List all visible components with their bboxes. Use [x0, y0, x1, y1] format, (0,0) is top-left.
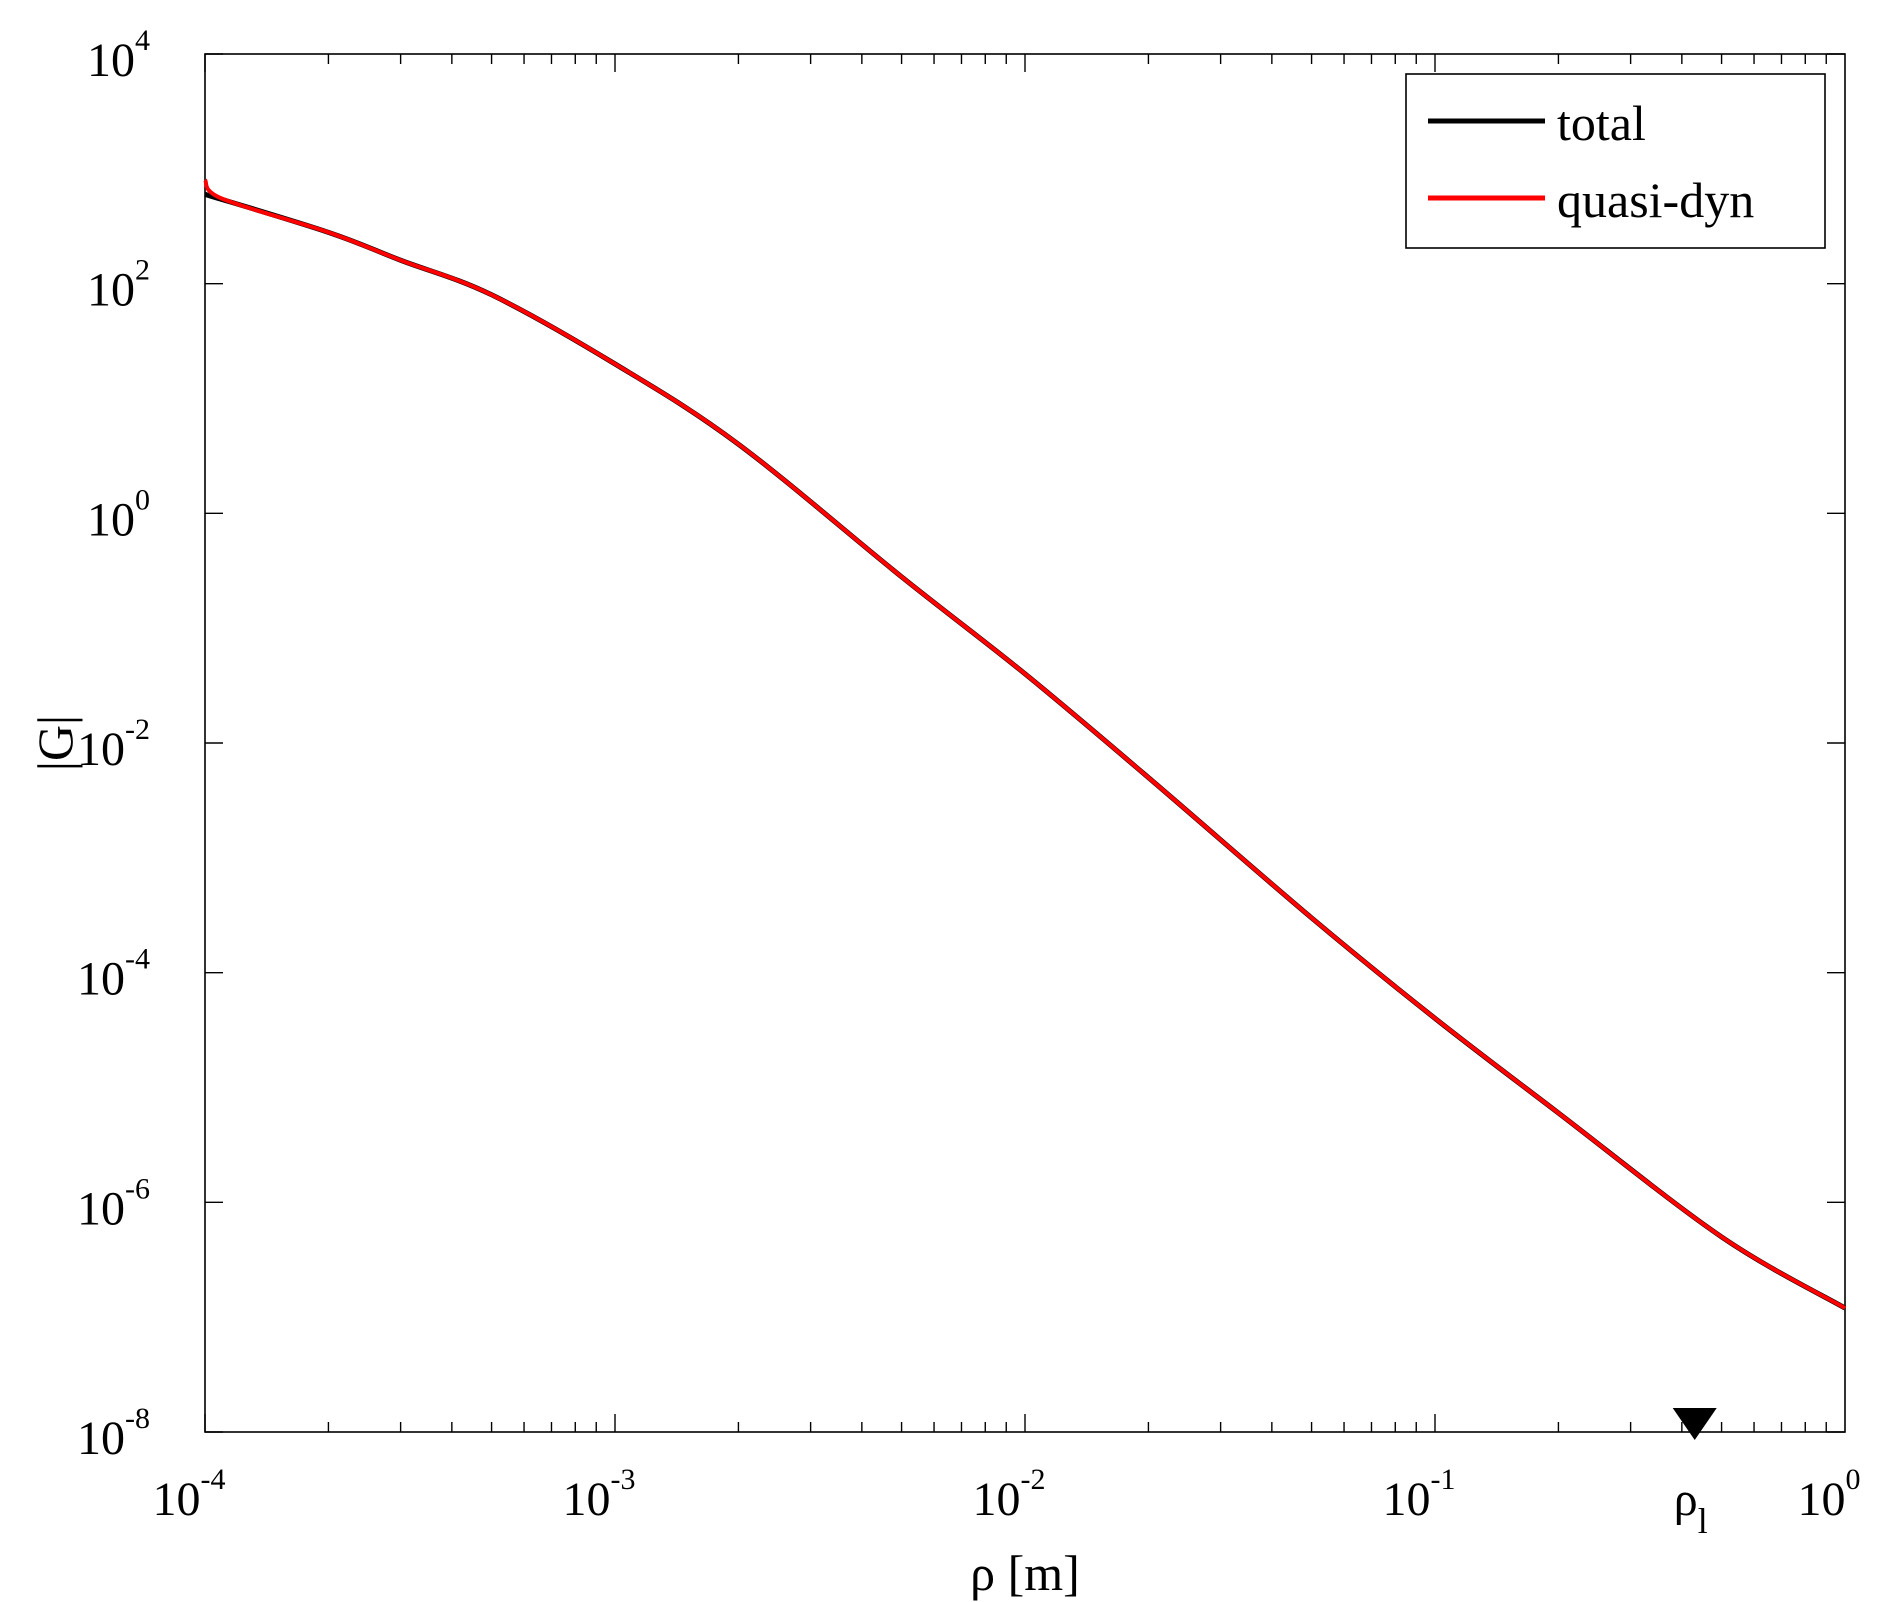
y-tick-label: 102	[87, 254, 150, 317]
x-axis-label: ρ [m]	[970, 1545, 1080, 1601]
rho-l-marker	[1672, 1408, 1717, 1440]
series-line-quasi-dyn	[203, 178, 1846, 1310]
y-tick-label: 104	[87, 24, 150, 87]
x-tick-label: 10-4	[153, 1463, 226, 1526]
annotation: ρl	[1672, 1408, 1717, 1541]
x-tick-label: 100	[1798, 1463, 1861, 1526]
legend-label-quasi-dyn: quasi-dyn	[1557, 172, 1754, 228]
legend: total quasi-dyn	[1405, 73, 1826, 249]
series-layer	[203, 178, 1847, 1311]
x-tick-label: 10-1	[1383, 1463, 1456, 1526]
y-tick-label: 10-6	[77, 1172, 150, 1235]
y-tick-label: 10-2	[77, 713, 150, 776]
legend-label-total: total	[1557, 95, 1646, 151]
x-tick-label: 10-3	[563, 1463, 636, 1526]
y-tick-label: 10-4	[77, 943, 150, 1006]
y-tick-label: 100	[87, 483, 150, 546]
x-tick-label: 10-2	[973, 1463, 1046, 1526]
axis-ticks	[204, 53, 1845, 1433]
x-tick-labels: 10-4 10-3 10-2 10-1 100	[153, 1463, 1861, 1526]
y-axis-label: |G|	[27, 715, 83, 771]
plot-area	[204, 53, 1846, 1433]
rho-l-label: ρl	[1674, 1473, 1708, 1541]
legend-box	[1405, 73, 1826, 249]
y-tick-label: 10-8	[77, 1402, 150, 1465]
y-tick-labels: 104 102 100 10-2 10-4 10-6 10-8	[77, 24, 150, 1465]
